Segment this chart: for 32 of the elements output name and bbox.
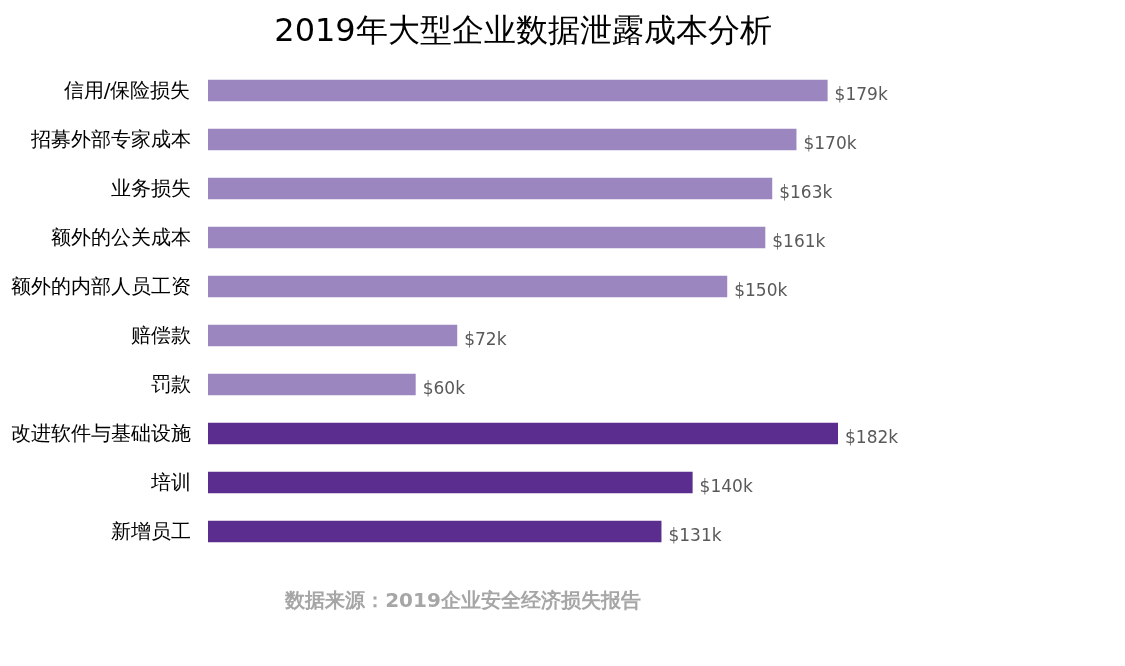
data-label: $179k — [834, 83, 888, 104]
bar — [208, 226, 766, 249]
y-tick-label: 业务损失 — [110, 175, 191, 200]
data-label: $72k — [464, 328, 507, 349]
data-label: $150k — [734, 279, 788, 300]
data-label: $182k — [845, 426, 899, 447]
y-tick-label: 改进软件与基础设施 — [10, 420, 191, 445]
y-tick-label: 信用/保险损失 — [63, 77, 191, 102]
bar — [208, 275, 728, 298]
data-label: $161k — [772, 230, 826, 251]
y-tick-label: 赔偿款 — [130, 322, 191, 347]
y-tick-label: 招募外部专家成本 — [29, 126, 191, 151]
source-note: 数据来源：2019企业安全经济损失报告 — [284, 588, 641, 612]
bar — [208, 520, 662, 543]
data-label: $163k — [779, 181, 833, 202]
data-label: $131k — [668, 524, 722, 545]
y-tick-label: 额外的公关成本 — [50, 224, 191, 249]
data-label: $170k — [803, 132, 857, 153]
data-label: $140k — [699, 475, 753, 496]
bar — [208, 128, 797, 151]
y-tick-label: 新增员工 — [110, 518, 191, 543]
y-tick-label: 罚款 — [150, 371, 191, 396]
y-tick-label: 培训 — [149, 469, 191, 494]
bar — [208, 422, 838, 445]
bar — [208, 177, 773, 200]
bar — [208, 79, 828, 102]
bar — [208, 471, 693, 494]
chart-title: 2019年大型企业数据泄露成本分析 — [274, 11, 772, 49]
bar — [208, 373, 416, 396]
y-tick-label: 额外的内部人员工资 — [10, 273, 191, 298]
data-label: $60k — [422, 377, 466, 398]
bar — [208, 324, 458, 347]
